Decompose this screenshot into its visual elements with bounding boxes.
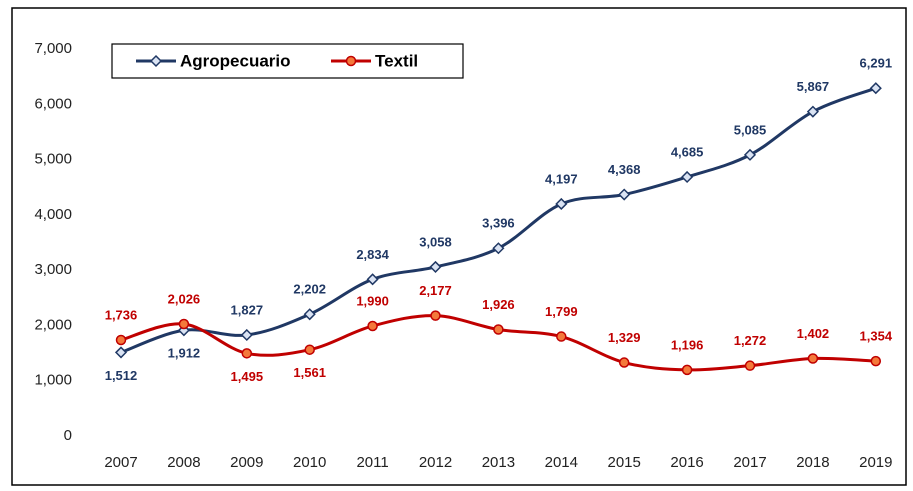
x-tick-label: 2017 xyxy=(733,454,766,471)
data-label: 1,402 xyxy=(797,326,830,341)
data-label: 1,926 xyxy=(482,297,515,312)
data-label: 1,272 xyxy=(734,333,767,348)
x-tick-label: 2010 xyxy=(293,454,326,471)
marker xyxy=(807,353,819,364)
marker xyxy=(555,197,568,211)
marker xyxy=(241,348,253,359)
data-label: 1,827 xyxy=(231,302,264,317)
marker xyxy=(304,344,315,355)
marker xyxy=(240,328,253,342)
y-tick-label: 4,000 xyxy=(34,206,72,223)
marker xyxy=(430,310,441,321)
y-tick-label: 5,000 xyxy=(34,151,72,168)
x-tick-label: 2014 xyxy=(545,454,578,471)
marker xyxy=(114,346,128,359)
y-tick-label: 2,000 xyxy=(34,316,72,333)
x-tick-label: 2019 xyxy=(859,454,892,471)
data-label: 4,197 xyxy=(545,171,578,186)
marker xyxy=(178,318,190,330)
marker xyxy=(618,188,631,201)
x-tick-label: 2011 xyxy=(356,454,388,471)
data-label: 3,396 xyxy=(482,216,515,231)
legend-marker xyxy=(345,55,357,67)
x-tick-label: 2007 xyxy=(104,454,137,471)
x-tick-label: 2018 xyxy=(796,454,829,471)
data-label: 2,834 xyxy=(356,247,389,262)
data-label: 1,912 xyxy=(168,346,201,361)
marker xyxy=(366,273,379,286)
data-label: 1,196 xyxy=(671,337,704,352)
x-tick-label: 2016 xyxy=(670,454,703,471)
y-tick-label: 1,000 xyxy=(34,372,72,389)
data-label: 3,058 xyxy=(419,234,452,249)
data-label: 1,512 xyxy=(105,368,138,383)
legend-marker xyxy=(149,54,163,68)
marker xyxy=(681,170,694,184)
x-tick-label: 2015 xyxy=(608,454,641,471)
marker xyxy=(492,242,505,255)
data-label: 2,026 xyxy=(168,291,201,306)
legend-label: Agropecuario xyxy=(180,51,291,70)
marker xyxy=(115,334,127,346)
y-tick-label: 6,000 xyxy=(34,95,72,112)
data-label: 1,329 xyxy=(608,330,641,345)
y-tick-label: 7,000 xyxy=(34,40,72,57)
data-label: 1,495 xyxy=(231,369,264,384)
x-tick-label: 2013 xyxy=(482,454,515,471)
data-label: 2,177 xyxy=(419,283,452,298)
data-label: 1,354 xyxy=(860,329,893,344)
marker xyxy=(618,357,630,368)
data-label: 4,368 xyxy=(608,162,641,177)
chart-border xyxy=(11,7,907,486)
marker xyxy=(303,308,316,321)
marker xyxy=(429,260,442,273)
marker xyxy=(806,105,819,118)
data-label: 6,291 xyxy=(860,56,893,71)
data-label: 1,736 xyxy=(105,307,138,322)
marker xyxy=(869,82,882,95)
marker xyxy=(493,324,504,335)
data-label: 4,685 xyxy=(671,144,704,159)
marker xyxy=(743,148,757,161)
marker xyxy=(367,320,378,332)
data-label: 1,990 xyxy=(356,293,389,308)
x-tick-label: 2012 xyxy=(419,454,452,471)
data-label: 1,561 xyxy=(293,365,326,380)
marker xyxy=(681,364,693,376)
x-tick-label: 2009 xyxy=(230,454,263,471)
data-label: 5,867 xyxy=(797,79,830,94)
data-label: 1,799 xyxy=(545,304,578,319)
marker xyxy=(870,355,882,367)
data-label: 5,085 xyxy=(734,122,767,137)
data-label: 2,202 xyxy=(293,282,326,297)
y-tick-label: 0 xyxy=(64,427,72,444)
y-tick-label: 3,000 xyxy=(34,261,72,278)
marker xyxy=(556,331,567,342)
marker xyxy=(744,360,756,371)
x-tick-label: 2008 xyxy=(167,454,200,471)
legend-label: Textil xyxy=(375,51,418,70)
